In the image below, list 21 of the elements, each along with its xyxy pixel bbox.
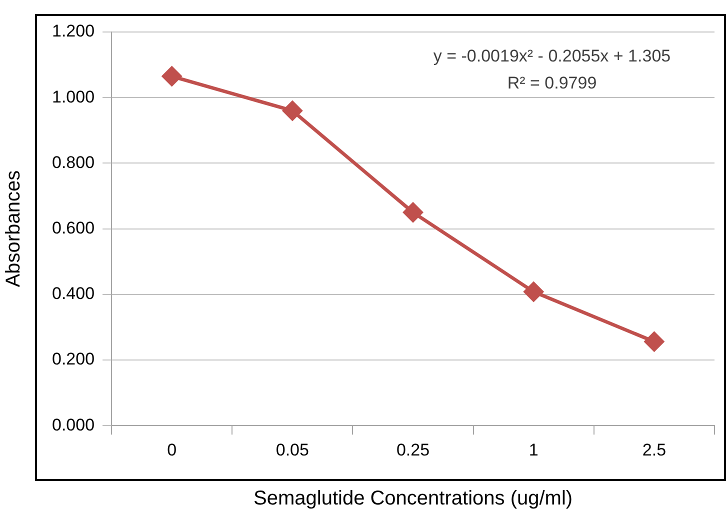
y-tick-label: 1.200 [52, 22, 95, 41]
y-tick-label: 0.000 [52, 415, 95, 434]
point [524, 282, 544, 302]
y-axis-title: Absorbances [2, 170, 25, 288]
point [403, 202, 423, 222]
x-tick-label: 0 [167, 440, 177, 460]
y-tick-label: 0.200 [52, 350, 95, 369]
annotation: R² = 0.9799 [507, 74, 597, 93]
x-axis-title: Semaglutide Concentrations (ug/ml) [253, 488, 573, 510]
annotation: y = -0.0019x² - 0.2055x + 1.305 [433, 46, 671, 66]
y-tick-label: 1.000 [52, 87, 95, 106]
point [162, 66, 182, 86]
x-tick-label: 2.5 [642, 440, 666, 460]
y-tick-label: 0.400 [52, 284, 95, 304]
y-tick-label: 0.800 [52, 152, 95, 172]
x-tick-label: 0.05 [276, 440, 309, 460]
x-tick-label: 0.25 [396, 440, 430, 460]
x-tick-label: 1 [528, 440, 538, 460]
y-tick-label: 0.600 [52, 218, 95, 238]
point [644, 332, 664, 352]
point [282, 100, 302, 120]
